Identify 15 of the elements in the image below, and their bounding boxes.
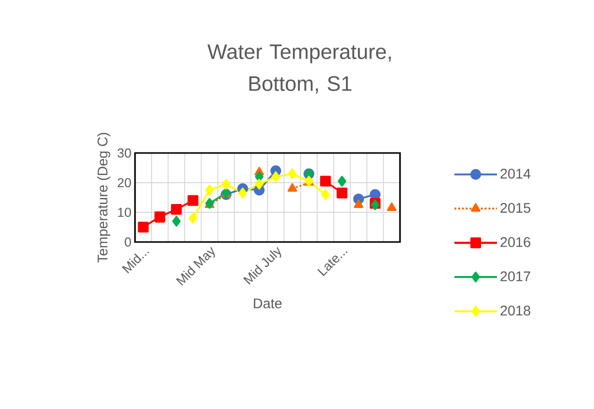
y-tick-label: 0 — [124, 237, 131, 247]
x-tick-label: Mid... — [122, 252, 150, 274]
x-tick-label: Mid July — [243, 246, 282, 285]
y-tick-label: 10 — [118, 208, 131, 217]
y-tick-label: 20 — [118, 178, 131, 188]
y-axis-title: Temperature (Deg C) — [97, 132, 110, 263]
legend-label: 2014 — [500, 168, 530, 179]
legend-label: 2018 — [500, 306, 530, 316]
x-axis-title: Date — [254, 298, 282, 308]
legend-label: 2015 — [500, 202, 530, 213]
legend-label: 2017 — [500, 271, 530, 282]
y-tick-label: 30 — [118, 148, 131, 158]
chart-title: Water Temperature, Bottom, S1 — [207, 44, 391, 94]
legend-label: 2016 — [500, 237, 530, 248]
x-tick-label: Mid May — [176, 246, 215, 286]
